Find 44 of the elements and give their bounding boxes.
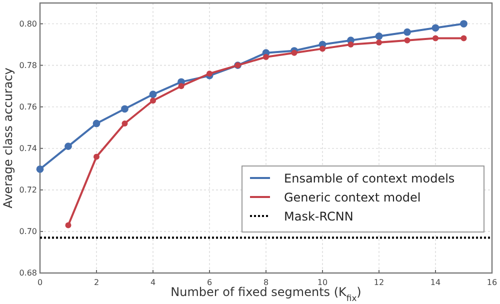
- y-tick-label: 0.68: [19, 268, 37, 278]
- point: [94, 154, 100, 160]
- point: [121, 105, 128, 113]
- point: [432, 24, 440, 32]
- y-tick-label: 0.72: [19, 185, 37, 194]
- x-tick-label: 2: [94, 278, 100, 287]
- point: [36, 165, 44, 173]
- y-axis-title: Average class accuracy: [1, 68, 15, 208]
- point: [64, 142, 72, 150]
- point: [150, 98, 156, 104]
- y-tick-label: 0.80: [19, 19, 37, 28]
- point: [376, 39, 382, 46]
- x-tick-label: 6: [206, 278, 212, 287]
- y-tick-label: 0.76: [19, 102, 37, 112]
- point: [178, 83, 184, 90]
- point: [348, 42, 354, 48]
- point: [122, 120, 128, 126]
- x-tick-label: 16: [486, 278, 498, 287]
- point: [291, 50, 298, 56]
- y-tick-label: 0.70: [19, 227, 37, 236]
- x-tick-label: 12: [374, 278, 384, 287]
- x-tick-label: 14: [430, 278, 441, 287]
- point: [375, 32, 383, 40]
- point: [206, 70, 212, 77]
- point: [404, 37, 410, 44]
- point: [149, 90, 157, 98]
- point: [432, 35, 438, 42]
- point: [404, 28, 411, 36]
- x-tick-label: 4: [150, 278, 156, 287]
- legend-label: Generic context model: [284, 190, 421, 204]
- point: [263, 54, 269, 60]
- x-tick-label: 8: [263, 278, 269, 287]
- point: [320, 46, 326, 52]
- point: [460, 35, 467, 42]
- point: [65, 222, 72, 228]
- point: [460, 20, 468, 28]
- legend-label: Mask-RCNN: [284, 210, 354, 224]
- y-tick-label: 0.74: [19, 144, 37, 153]
- y-tick-label: 0.78: [19, 60, 37, 70]
- legend-label: Ensamble of context models: [284, 172, 455, 186]
- x-axis-title: Number of fixed segments (K$_{fix}$): [170, 285, 362, 303]
- x-tick-label: 10: [317, 278, 328, 287]
- point: [92, 120, 100, 128]
- x-tick-label: 0: [37, 278, 43, 287]
